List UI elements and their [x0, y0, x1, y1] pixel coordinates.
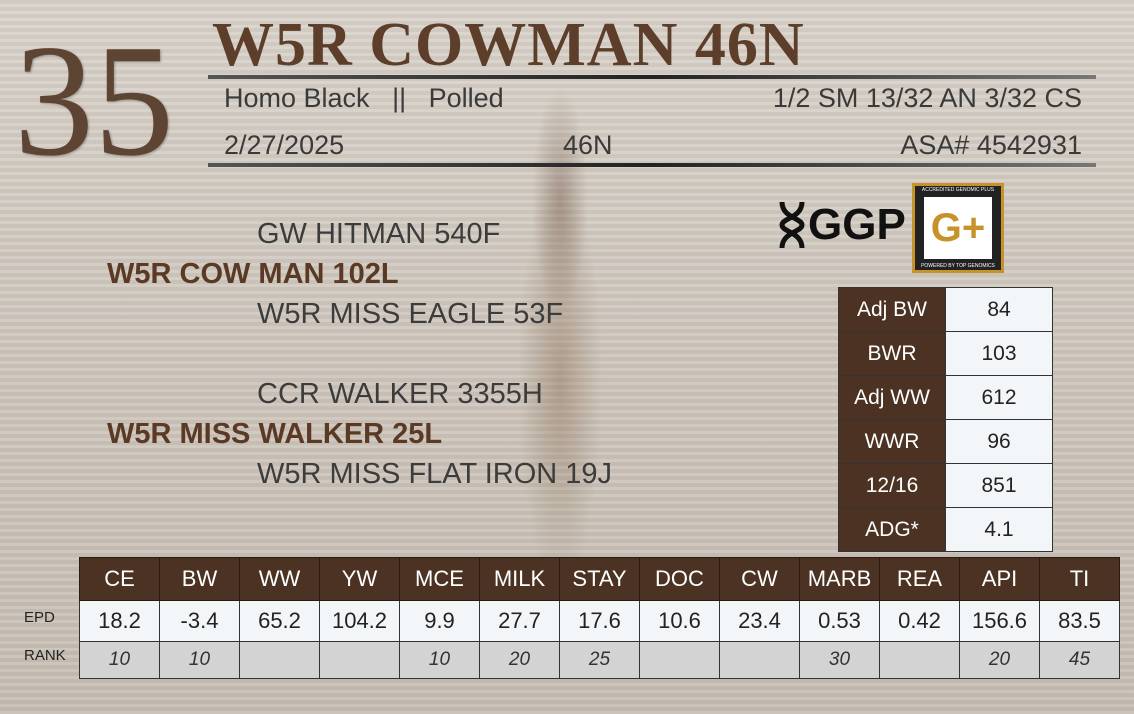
epd-value: 65.2: [239, 600, 320, 642]
rank-value: [879, 641, 960, 679]
birth-date: 2/27/2025: [224, 130, 345, 160]
stat-value: 96: [945, 419, 1053, 464]
stat-row: 12/16 851: [838, 463, 1053, 508]
stat-row: BWR 103: [838, 331, 1053, 376]
epd-row-label: EPD: [24, 609, 55, 626]
performance-table: Adj BW 84 BWR 103 Adj WW 612 WWR 96 12/16 851 ADG*…: [838, 287, 1053, 552]
epd-header: MARB: [799, 557, 880, 601]
animal-name: W5R COWMAN 46N: [212, 11, 805, 79]
epd-value: 0.42: [879, 600, 960, 642]
tattoo: 46N: [563, 130, 613, 160]
stat-value: 612: [945, 375, 1053, 420]
dam-dam: W5R MISS FLAT IRON 19J: [257, 458, 613, 490]
registration: ASA# 4542931: [900, 130, 1082, 160]
epd-header: MCE: [399, 557, 480, 601]
rank-value: 20: [479, 641, 560, 679]
sire-sire: GW HITMAN 540F: [257, 218, 501, 250]
sire: W5R COW MAN 102L: [107, 258, 399, 290]
rank-value: [639, 641, 720, 679]
epd-value: 9.9: [399, 600, 480, 642]
epd-header: REA: [879, 557, 960, 601]
epd-header: CW: [719, 557, 800, 601]
rank-value: 25: [559, 641, 640, 679]
epd-value: 104.2: [319, 600, 400, 642]
rank-row-label: RANK: [24, 647, 66, 664]
epd-value: 23.4: [719, 600, 800, 642]
stat-label: ADG*: [838, 507, 946, 552]
epd-header: BW: [159, 557, 240, 601]
stat-label: BWR: [838, 331, 946, 376]
stat-label: Adj WW: [838, 375, 946, 420]
stat-row: WWR 96: [838, 419, 1053, 464]
epd-header: TI: [1039, 557, 1120, 601]
stat-value: 851: [945, 463, 1053, 508]
stat-value: 84: [945, 287, 1053, 332]
rank-value: [719, 641, 800, 679]
divider: [208, 75, 1096, 79]
stat-label: WWR: [838, 419, 946, 464]
rank-value: 30: [799, 641, 880, 679]
epd-value: 156.6: [959, 600, 1040, 642]
rank-value: 45: [1039, 641, 1120, 679]
epd-value: 10.6: [639, 600, 720, 642]
epd-header: API: [959, 557, 1040, 601]
stat-label: 12/16: [838, 463, 946, 508]
epd-header: DOC: [639, 557, 720, 601]
stat-value: 103: [945, 331, 1053, 376]
rank-value: 10: [399, 641, 480, 679]
epd-header: MILK: [479, 557, 560, 601]
dam: W5R MISS WALKER 25L: [107, 418, 443, 450]
epd-value: 18.2: [79, 600, 160, 642]
rank-value: [239, 641, 320, 679]
epd-value: -3.4: [159, 600, 240, 642]
epd-header: WW: [239, 557, 320, 601]
epd-value: 27.7: [479, 600, 560, 642]
stat-row: Adj WW 612: [838, 375, 1053, 420]
dna-icon: [779, 201, 805, 249]
epd-value: 0.53: [799, 600, 880, 642]
epd-header: YW: [319, 557, 400, 601]
divider: [208, 163, 1096, 167]
color: Homo Black || Polled: [224, 83, 504, 113]
dam-sire: CCR WALKER 3355H: [257, 378, 543, 410]
lot-number: 35: [14, 11, 174, 189]
rank-value: [319, 641, 400, 679]
stat-row: Adj BW 84: [838, 287, 1053, 332]
epd-header: STAY: [559, 557, 640, 601]
stat-value: 4.1: [945, 507, 1053, 552]
breed-composition: 1/2 SM 13/32 AN 3/32 CS: [772, 83, 1082, 113]
stat-label: Adj BW: [838, 287, 946, 332]
epd-table: CE BW WW YW MCE MILK STAY DOC CW MARB REA API TI 18.2…: [79, 557, 1120, 679]
rank-value: 10: [159, 641, 240, 679]
stat-row: ADG* 4.1: [838, 507, 1053, 552]
sire-dam: W5R MISS EAGLE 53F: [257, 298, 564, 330]
rank-value: 20: [959, 641, 1040, 679]
rank-value: 10: [79, 641, 160, 679]
ggp-logo: GGP: [778, 200, 906, 250]
epd-header: CE: [79, 557, 160, 601]
epd-value: 17.6: [559, 600, 640, 642]
genomic-plus-badge: G+ ACCREDITED GENOMIC PLUS POWERED BY TO…: [912, 183, 1004, 273]
epd-value: 83.5: [1039, 600, 1120, 642]
